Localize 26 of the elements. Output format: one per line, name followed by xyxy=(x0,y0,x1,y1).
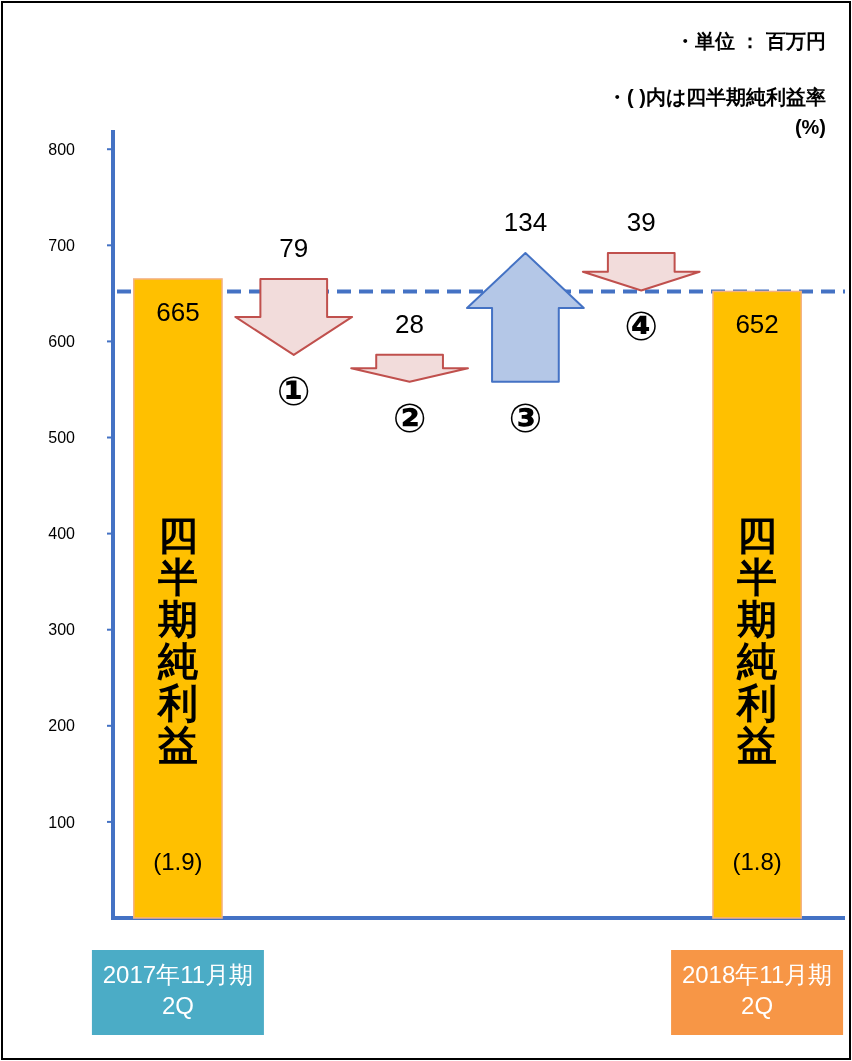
y-tick-label: 600 xyxy=(48,333,76,351)
annotation: ① xyxy=(276,368,311,413)
data-label: 665 xyxy=(156,296,200,327)
annotation: 四半期純利益 xyxy=(155,513,199,767)
annotation: 四半期純利益 xyxy=(735,513,779,767)
annotation: ・( )内は四半期純利益率 (%) xyxy=(607,86,826,138)
y-tick-label: 100 xyxy=(48,813,76,831)
annotation: (1.8) xyxy=(732,848,782,875)
data-label: 652 xyxy=(735,309,779,340)
data-label: 134 xyxy=(503,207,548,237)
x-tick-label: 2017年11月期 2Q xyxy=(102,961,254,1019)
annotation: (1.9) xyxy=(153,848,203,875)
y-tick-label: 500 xyxy=(48,429,76,447)
x-tick-label: 2018年11月期 2Q xyxy=(681,961,833,1019)
data-label: 28 xyxy=(395,308,425,339)
y-tick-label: 300 xyxy=(48,621,76,639)
y-tick-label: 700 xyxy=(48,236,76,254)
annotation: ② xyxy=(392,395,427,440)
annotation: ③ xyxy=(508,395,543,440)
data-label: 79 xyxy=(279,232,309,263)
text: ・単位 ： 百万円 xyxy=(674,30,826,52)
y-tick-label: 400 xyxy=(48,525,76,543)
y-tick-label: 800 xyxy=(48,140,76,158)
data-label: 39 xyxy=(626,207,656,237)
annotation: ④ xyxy=(624,304,659,349)
y-tick-label: 200 xyxy=(48,717,76,735)
